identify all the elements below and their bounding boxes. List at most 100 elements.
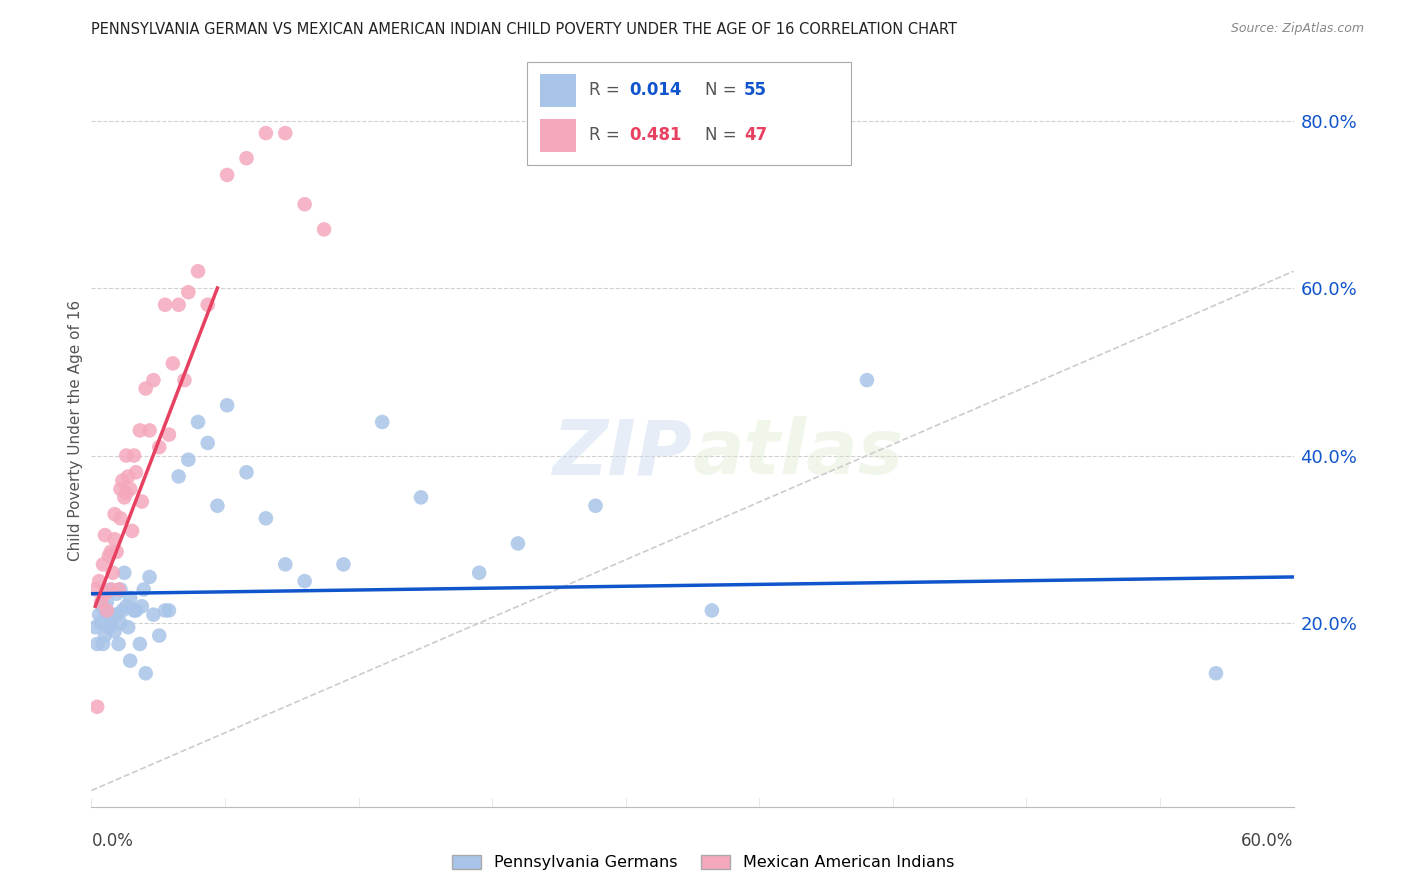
Point bbox=[131, 494, 153, 508]
Text: PENNSYLVANIA GERMAN VS MEXICAN AMERICAN INDIAN CHILD POVERTY UNDER THE AGE OF 16: PENNSYLVANIA GERMAN VS MEXICAN AMERICAN … bbox=[91, 22, 957, 37]
Text: R =: R = bbox=[589, 126, 624, 144]
Point bbox=[86, 637, 108, 651]
Point bbox=[122, 603, 145, 617]
Point bbox=[110, 615, 132, 630]
Point bbox=[153, 603, 176, 617]
Point bbox=[131, 599, 153, 614]
Text: 55: 55 bbox=[744, 80, 766, 99]
Point bbox=[100, 582, 122, 597]
Point bbox=[294, 574, 316, 589]
Point bbox=[125, 603, 148, 617]
Point bbox=[177, 285, 200, 300]
Point bbox=[111, 474, 134, 488]
Point bbox=[274, 126, 297, 140]
Point bbox=[167, 298, 190, 312]
Point bbox=[187, 415, 209, 429]
Text: N =: N = bbox=[706, 80, 742, 99]
Point bbox=[217, 168, 239, 182]
Point bbox=[94, 603, 117, 617]
Bar bbox=[540, 119, 576, 152]
Point bbox=[197, 298, 219, 312]
Point bbox=[97, 549, 120, 563]
Point bbox=[120, 654, 142, 668]
Text: 0.0%: 0.0% bbox=[91, 831, 134, 849]
Text: N =: N = bbox=[706, 126, 742, 144]
Point bbox=[96, 595, 118, 609]
Point bbox=[115, 486, 138, 500]
Point bbox=[153, 298, 176, 312]
Point bbox=[585, 499, 607, 513]
Point bbox=[86, 699, 108, 714]
Legend: Pennsylvania Germans, Mexican American Indians: Pennsylvania Germans, Mexican American I… bbox=[446, 848, 960, 877]
Point bbox=[94, 528, 117, 542]
Point bbox=[84, 582, 107, 597]
Point bbox=[332, 558, 354, 572]
Point bbox=[107, 582, 129, 597]
Point bbox=[135, 382, 157, 396]
Point bbox=[107, 637, 129, 651]
Point bbox=[110, 482, 132, 496]
Point bbox=[91, 558, 114, 572]
Bar bbox=[540, 74, 576, 106]
Point bbox=[125, 465, 148, 479]
Text: 47: 47 bbox=[744, 126, 768, 144]
Text: ZIP: ZIP bbox=[553, 416, 692, 490]
Point bbox=[120, 591, 142, 605]
Point bbox=[235, 465, 257, 479]
Point bbox=[117, 620, 139, 634]
Point bbox=[101, 566, 124, 580]
Point bbox=[112, 491, 135, 505]
Point bbox=[148, 629, 170, 643]
Text: Source: ZipAtlas.com: Source: ZipAtlas.com bbox=[1230, 22, 1364, 36]
Point bbox=[104, 507, 127, 521]
Point bbox=[274, 558, 297, 572]
Point bbox=[167, 469, 190, 483]
Point bbox=[135, 666, 157, 681]
Point bbox=[142, 373, 165, 387]
Point bbox=[128, 637, 150, 651]
Point bbox=[294, 197, 316, 211]
Point bbox=[157, 603, 180, 617]
Point bbox=[105, 545, 128, 559]
Point bbox=[91, 637, 114, 651]
Point bbox=[132, 582, 155, 597]
Point bbox=[121, 524, 143, 538]
Point bbox=[197, 436, 219, 450]
Text: R =: R = bbox=[589, 80, 624, 99]
Point bbox=[254, 126, 277, 140]
Point bbox=[138, 570, 160, 584]
Point bbox=[468, 566, 491, 580]
Point bbox=[207, 499, 229, 513]
Point bbox=[700, 603, 723, 617]
Point bbox=[104, 533, 127, 547]
Point bbox=[157, 427, 180, 442]
Point bbox=[96, 603, 118, 617]
Point bbox=[89, 574, 111, 589]
Point bbox=[187, 264, 209, 278]
Text: 0.014: 0.014 bbox=[628, 80, 682, 99]
Text: 60.0%: 60.0% bbox=[1241, 831, 1294, 849]
Point bbox=[100, 615, 122, 630]
Point bbox=[90, 595, 112, 609]
Point bbox=[105, 587, 128, 601]
Point bbox=[112, 566, 135, 580]
Point bbox=[142, 607, 165, 622]
Point bbox=[97, 620, 120, 634]
Text: 0.481: 0.481 bbox=[628, 126, 682, 144]
Point bbox=[115, 449, 138, 463]
Point bbox=[128, 424, 150, 438]
Y-axis label: Child Poverty Under the Age of 16: Child Poverty Under the Age of 16 bbox=[67, 300, 83, 561]
Point bbox=[254, 511, 277, 525]
Point bbox=[101, 607, 124, 622]
Point bbox=[371, 415, 394, 429]
Point bbox=[235, 151, 257, 165]
Point bbox=[84, 620, 107, 634]
Point bbox=[856, 373, 879, 387]
Point bbox=[115, 599, 138, 614]
Point bbox=[110, 582, 132, 597]
Text: atlas: atlas bbox=[692, 416, 904, 490]
Point bbox=[89, 607, 111, 622]
Point bbox=[100, 545, 122, 559]
Point bbox=[409, 491, 432, 505]
Point bbox=[104, 624, 127, 639]
